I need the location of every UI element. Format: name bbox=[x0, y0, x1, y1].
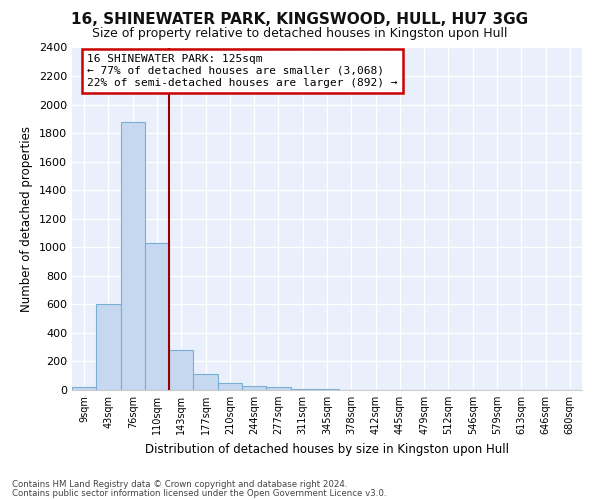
Bar bbox=[121, 122, 145, 390]
Bar bbox=[145, 243, 169, 390]
Bar bbox=[218, 383, 242, 390]
Text: 16, SHINEWATER PARK, KINGSWOOD, HULL, HU7 3GG: 16, SHINEWATER PARK, KINGSWOOD, HULL, HU… bbox=[71, 12, 529, 28]
Bar bbox=[266, 387, 290, 390]
Text: 16 SHINEWATER PARK: 125sqm
← 77% of detached houses are smaller (3,068)
22% of s: 16 SHINEWATER PARK: 125sqm ← 77% of deta… bbox=[88, 54, 398, 88]
Bar bbox=[96, 304, 121, 390]
Y-axis label: Number of detached properties: Number of detached properties bbox=[20, 126, 34, 312]
Bar bbox=[72, 387, 96, 390]
Text: Contains public sector information licensed under the Open Government Licence v3: Contains public sector information licen… bbox=[12, 488, 386, 498]
X-axis label: Distribution of detached houses by size in Kingston upon Hull: Distribution of detached houses by size … bbox=[145, 442, 509, 456]
Bar bbox=[169, 350, 193, 390]
Text: Contains HM Land Registry data © Crown copyright and database right 2024.: Contains HM Land Registry data © Crown c… bbox=[12, 480, 347, 489]
Bar bbox=[242, 386, 266, 390]
Bar bbox=[290, 388, 315, 390]
Text: Size of property relative to detached houses in Kingston upon Hull: Size of property relative to detached ho… bbox=[92, 28, 508, 40]
Bar bbox=[193, 374, 218, 390]
